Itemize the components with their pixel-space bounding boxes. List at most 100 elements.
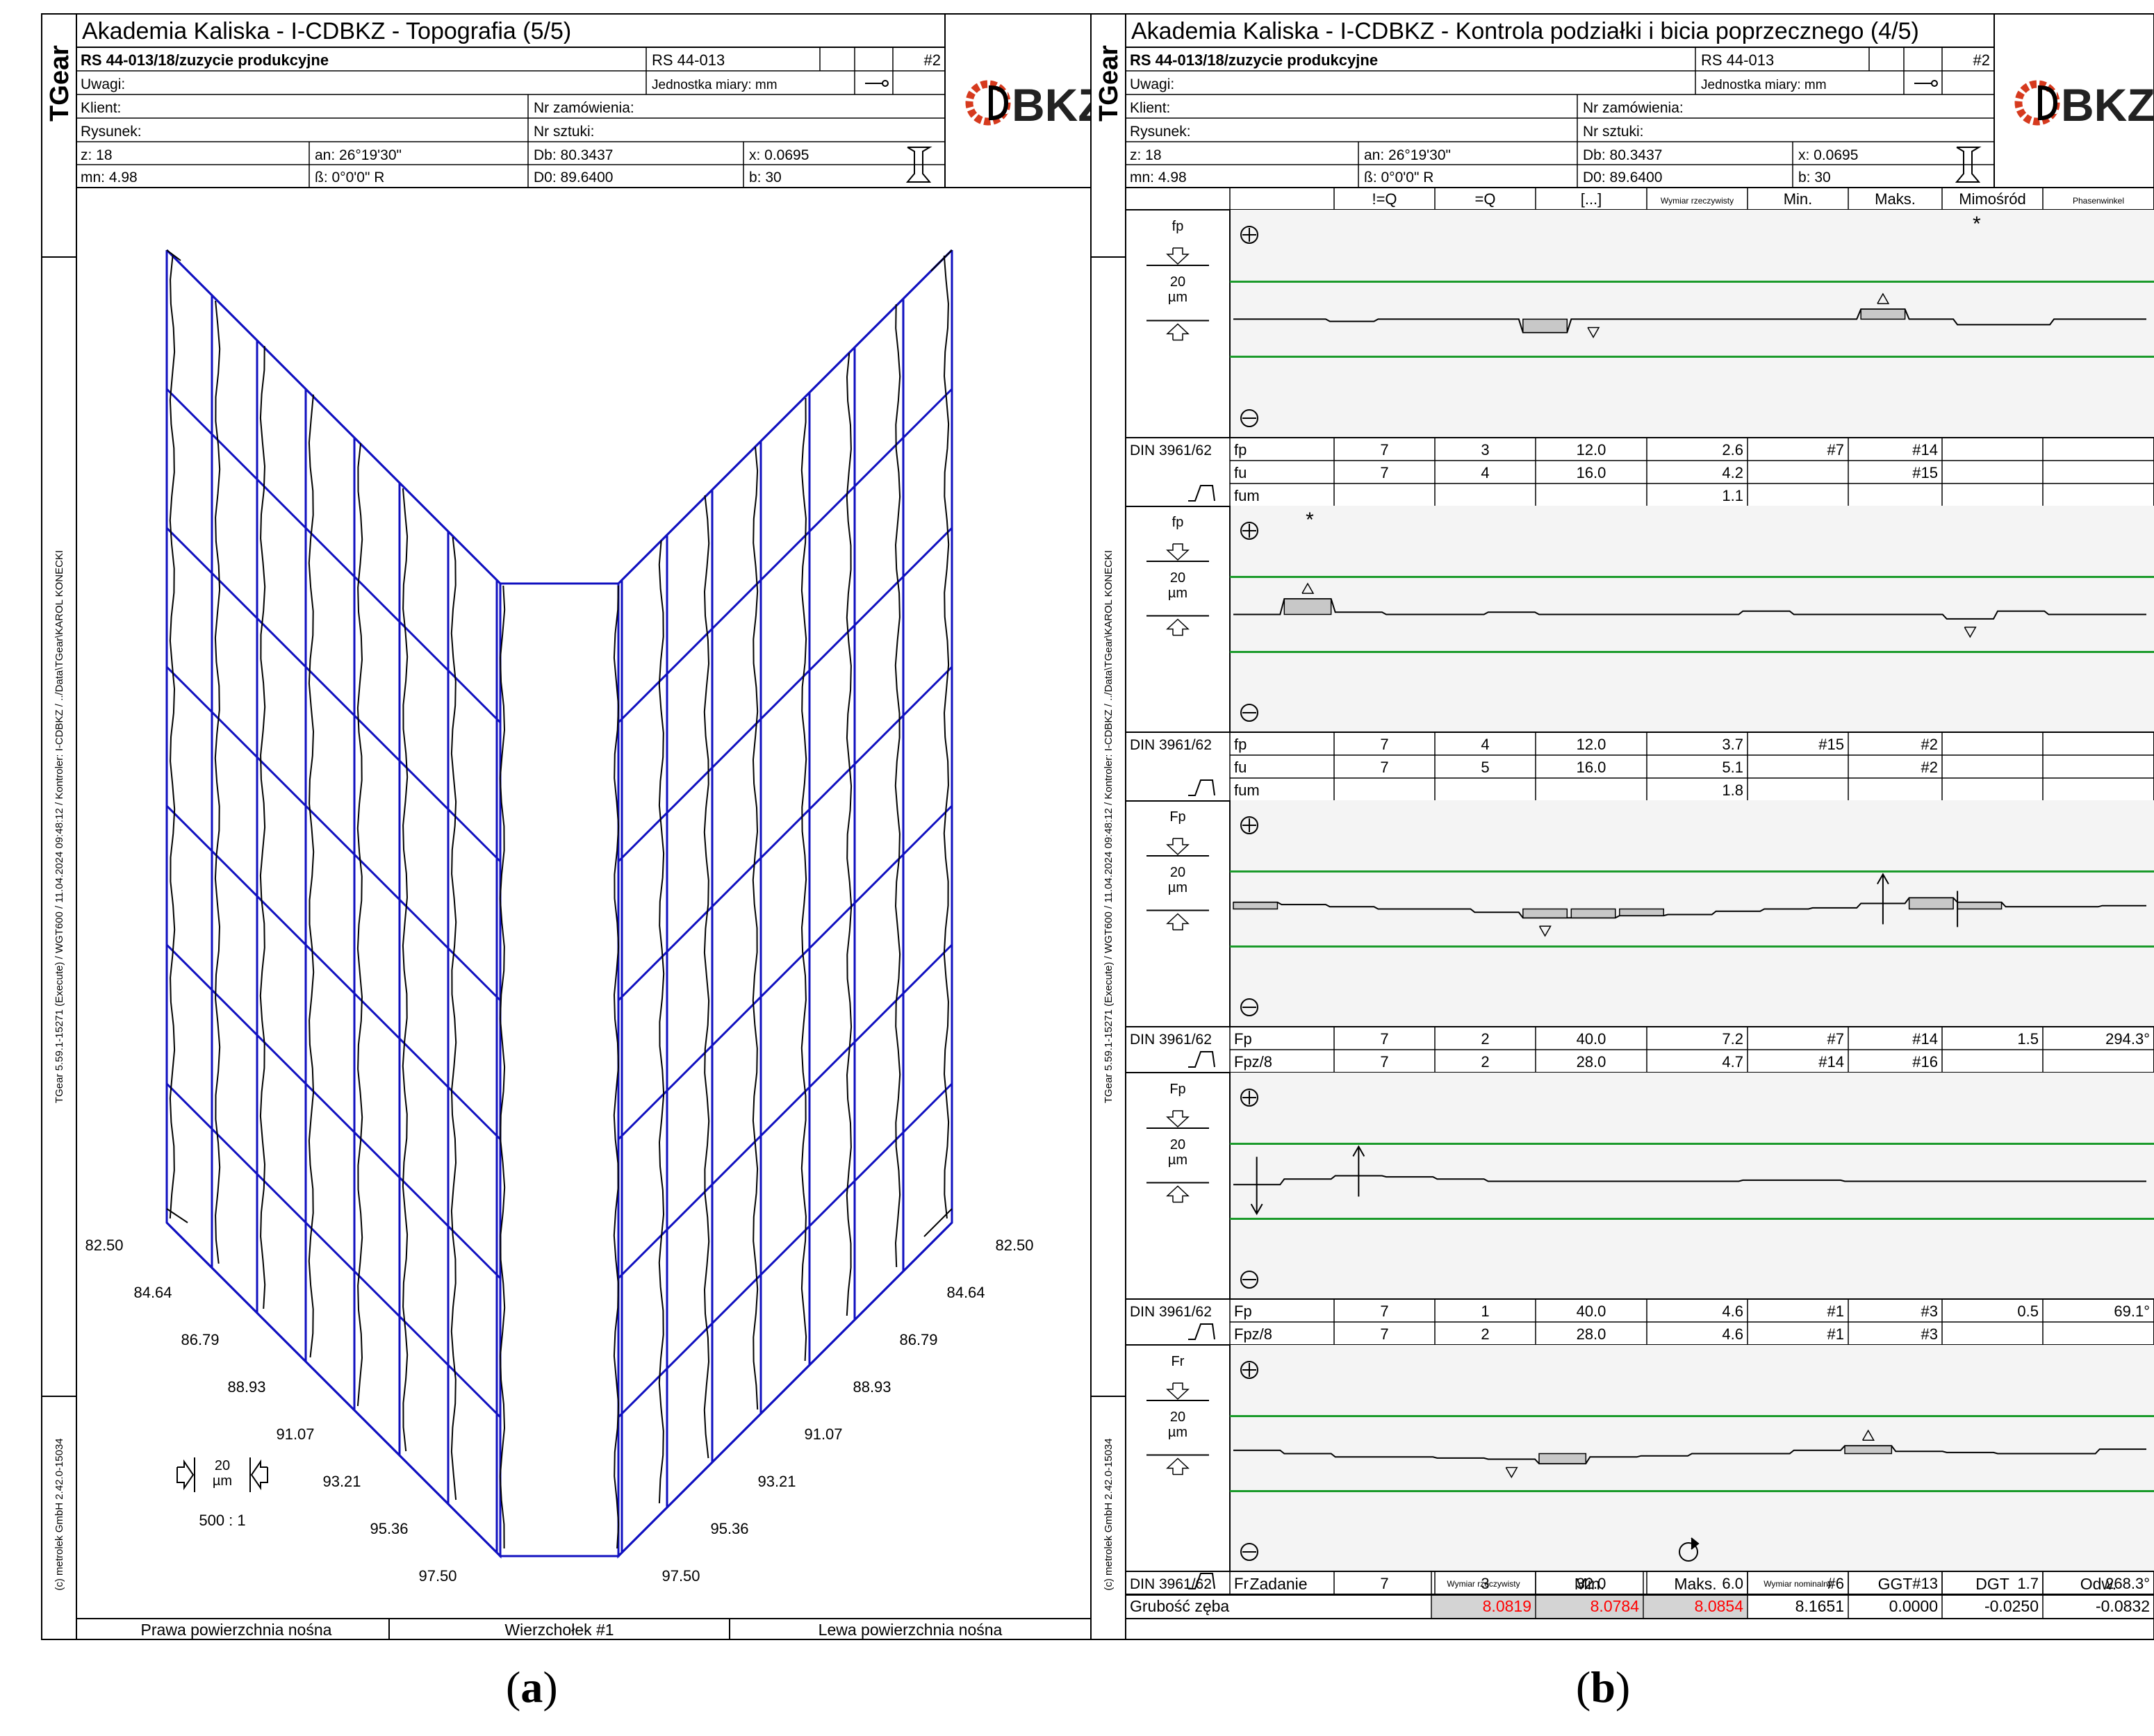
din-standard-label: DIN 3961/62 (1130, 737, 1212, 753)
panel-arrow-down-icon (1166, 1110, 1190, 1128)
table-value-cell: 40.0 (1577, 1030, 1606, 1048)
panel-scale-value: 20 (1170, 274, 1185, 290)
max-marker-icon (1301, 582, 1315, 594)
deviation-bar (1570, 908, 1616, 919)
table-param-cell: Fr (1234, 1575, 1249, 1592)
table-value-cell: 32.0 (1577, 1575, 1606, 1592)
summary-header: Wymiar nominalny (1764, 1579, 1832, 1589)
right-flank-grid-line (165, 388, 502, 724)
min-marker-icon (1964, 627, 1977, 638)
right-client-label: Klient: (1130, 100, 1170, 116)
right-helix-angle: ß: 0°0'0" R (1364, 170, 1433, 185)
left-flank-grid-line (617, 804, 953, 1141)
chart-plot-area (1230, 800, 2154, 1027)
mesh-edge-tick (923, 1208, 953, 1237)
summary-task-name: Grubość zęba (1130, 1597, 1229, 1615)
left-sidebar-path: TGear 5.59.1-15271 (Execute) / WGT600 / … (54, 550, 65, 1103)
summary-highlight-cell (1536, 1596, 1643, 1618)
right-piece-label: Nr sztuki: (1583, 124, 1644, 140)
right-flank-diameter-label: 97.50 (418, 1567, 457, 1585)
table-param-cell: fp (1234, 441, 1247, 458)
table-value-cell: 1.1 (1722, 487, 1743, 504)
summary-header: Wymiar rzeczywisty (1447, 1579, 1520, 1589)
right-notes-label: Uwagi: (1130, 76, 1174, 92)
column-header-6: Mimośród (1959, 190, 2026, 208)
right-flank-grid-line (165, 804, 502, 1141)
right-sidebar-path: TGear 5.59.1-15271 (Execute) / WGT600 / … (1103, 550, 1115, 1103)
right-flank-diameter-label: 86.79 (181, 1331, 219, 1348)
plus-circle-icon (1240, 522, 1258, 540)
summary-value: 8.0854 (1695, 1597, 1744, 1615)
table-value-cell: 268.3° (2105, 1575, 2150, 1592)
table-value-cell: 28.0 (1577, 1325, 1606, 1343)
summary-header: GGT (1878, 1575, 1913, 1593)
left-flank-diameter-label: 84.64 (946, 1284, 985, 1301)
max-arrow-icon (1352, 1145, 1365, 1157)
right-drawing-label: Rysunek: (1130, 124, 1191, 140)
plus-circle-icon (1240, 226, 1258, 244)
chart-plot-area (1230, 210, 2154, 438)
table-value-cell: #14 (1912, 1030, 1938, 1048)
right-teeth-count: z: 18 (1130, 147, 1162, 163)
right-cdbkz-logo: BKZ (2014, 79, 2154, 131)
deviation-bar (1957, 902, 2003, 910)
panel-scale-unit: µm (1168, 880, 1187, 895)
measurement-trace (1233, 308, 2146, 333)
left-flank-diameter-label: 82.50 (995, 1237, 1033, 1254)
left-order-label: Nr zamówienia: (534, 100, 634, 116)
tolerance-curve-icon (1188, 485, 1215, 502)
table-value-cell: #1 (1827, 1303, 1844, 1320)
left-flank-diameter-label: 97.50 (661, 1567, 700, 1585)
table-value-cell: 4.6 (1722, 1325, 1743, 1343)
panel-scale-unit: µm (1168, 1425, 1187, 1440)
left-report-title: Akademia Kaliska - I-CDBKZ - Topografia … (82, 18, 571, 44)
deviation-bar (1538, 1453, 1587, 1464)
footer-right-flank: Prawa powierzchnia nośna (141, 1621, 332, 1639)
table-value-cell: #1 (1827, 1325, 1844, 1343)
table-value-cell: #13 (1912, 1575, 1938, 1592)
scale-arrow-right-icon (176, 1459, 195, 1491)
right-flank-profile-trace (169, 255, 176, 1219)
column-header-3: Wymiar rzeczywisty (1661, 196, 1734, 206)
mesh-edge-tick (930, 249, 953, 272)
table-value-cell: 4 (1481, 464, 1489, 481)
summary-header-task: Zadanie (1249, 1575, 1307, 1593)
eccentricity-star-icon: * (1306, 509, 1314, 531)
panel-scale-value: 20 (1170, 570, 1185, 586)
din-standard-label: DIN 3961/62 (1130, 1304, 1212, 1320)
summary-value: -0.0832 (2096, 1597, 2150, 1615)
table-value-cell: 7.2 (1722, 1030, 1743, 1048)
right-profile-shift: x: 0.0695 (1798, 147, 1858, 163)
panel-arrow-up-icon (1166, 913, 1190, 931)
din-standard-label: DIN 3961/62 (1130, 443, 1212, 458)
logo-d-glyph (989, 85, 1009, 121)
table-param-cell: Fp (1234, 1303, 1252, 1320)
left-flank-grid-line (617, 666, 953, 1002)
column-header-5: Maks. (1875, 190, 1916, 208)
column-header-2: [...] (1581, 190, 1602, 208)
caption-b: (b) (1576, 1662, 1631, 1712)
panel-scale-value: 20 (1170, 1137, 1185, 1152)
tolerance-curve-icon (1188, 1573, 1215, 1589)
right-part-code: RS 44-013 (1701, 51, 1774, 69)
table-value-cell: #7 (1827, 441, 1844, 458)
table-value-cell: #15 (1818, 736, 1844, 753)
table-param-cell: fum (1234, 487, 1260, 504)
right-unit-label: Jednostka miary: mm (1701, 78, 1827, 92)
measurement-trace (1233, 598, 2146, 620)
measurement-trace (1233, 1445, 2146, 1464)
right-report-title: Akademia Kaliska - I-CDBKZ - Kontrola po… (1131, 18, 1919, 44)
right-sample-number: #2 (1973, 51, 1990, 69)
mesh-edge-tick (166, 249, 181, 261)
right-flank-grid-line (165, 249, 502, 585)
panel-scale-value: 20 (1170, 865, 1185, 880)
deviation-bar (1522, 318, 1568, 333)
table-value-cell: 4.6 (1722, 1303, 1743, 1320)
table-param-cell: Fpz/8 (1234, 1053, 1272, 1070)
panel-parameter-label: Fr (1171, 1354, 1185, 1369)
minus-circle-icon (1240, 409, 1258, 427)
panel-parameter-label: fp (1172, 515, 1184, 530)
table-value-cell: 2 (1481, 1053, 1489, 1070)
